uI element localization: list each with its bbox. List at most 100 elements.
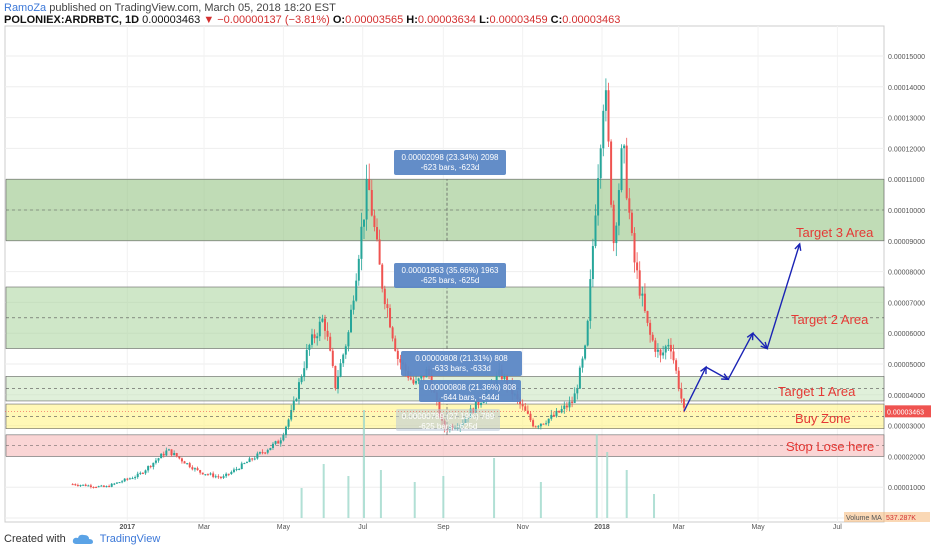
candle-body	[389, 308, 392, 328]
price-change: ▼ −0.00000137 (−3.81%)	[203, 14, 330, 26]
candle-body	[594, 215, 597, 247]
measure-box: 0.00000808 (21.36%) 808-644 bars, -644d	[419, 380, 521, 402]
measure-box: 0.00000808 (21.31%) 808-633 bars, -633d	[401, 351, 522, 376]
candle-body	[365, 179, 368, 220]
candle-body	[89, 485, 92, 488]
candle-body	[591, 246, 594, 280]
x-tick-label: 2017	[120, 524, 136, 531]
candle-body	[386, 304, 389, 309]
candle-body	[672, 351, 675, 361]
candle-body	[180, 458, 183, 462]
candle-body	[108, 486, 111, 488]
candle-body	[412, 379, 415, 384]
candle-body	[521, 404, 524, 407]
author-link[interactable]: RamoZa	[4, 2, 47, 14]
candle-body	[225, 473, 228, 477]
candle-body	[391, 327, 394, 339]
candle-body	[245, 462, 248, 464]
candle-body	[128, 478, 131, 480]
candle-body	[105, 486, 108, 488]
symbol-info-bar: POLONIEX:ARDRBTC, 1D 0.00003463 ▼ −0.000…	[4, 14, 620, 26]
candle-body	[238, 469, 241, 471]
candle-body	[649, 322, 652, 335]
candle-body	[656, 349, 659, 352]
measure-box-line1: 0.00001963 (35.66%) 1963	[402, 266, 500, 275]
candle-body	[279, 440, 282, 444]
candle-body	[563, 405, 566, 410]
candle-body	[123, 478, 126, 482]
last-price-tag	[885, 405, 931, 418]
target-2-zone-label: Target 2 Area	[791, 312, 869, 327]
candle-body	[610, 141, 613, 205]
candle-body	[318, 321, 321, 337]
candle-body	[623, 145, 626, 149]
candle-body	[191, 467, 194, 470]
candle-body	[290, 410, 293, 420]
volume-label-bg	[844, 512, 930, 522]
candle-body	[396, 350, 399, 359]
candle-body	[620, 148, 623, 191]
candle-body	[284, 426, 287, 436]
measure-box-line1: 0.00002098 (23.34%) 2098	[402, 153, 500, 162]
candle-body	[376, 227, 379, 240]
candle-body	[662, 352, 665, 356]
x-tick-label: 2018	[594, 524, 610, 531]
candle-body	[266, 450, 269, 453]
candle-body	[178, 456, 181, 459]
measure-box-bg	[394, 263, 506, 288]
candle-body	[474, 401, 477, 413]
volume-ma-value: 537.287K	[886, 515, 916, 522]
volume-bar	[347, 476, 350, 518]
candle-body	[152, 462, 155, 467]
candle-body	[217, 476, 220, 478]
candle-body	[102, 485, 105, 487]
measure-box-line2: -623 bars, -623d	[421, 163, 480, 172]
x-tick-label: Mar	[198, 524, 211, 531]
measure-box-bg	[401, 351, 522, 376]
candle-body	[617, 190, 620, 226]
projection-arrowhead	[794, 242, 802, 251]
candle-body	[92, 487, 95, 489]
candle-body	[261, 452, 264, 454]
candle-body	[682, 398, 685, 408]
candle-body	[131, 478, 134, 480]
candle-body	[316, 336, 319, 339]
candle-body	[568, 401, 571, 408]
candle-body	[638, 270, 641, 296]
candle-body	[524, 406, 527, 411]
candle-body	[643, 293, 646, 312]
tradingview-brand[interactable]: TradingView	[99, 533, 161, 545]
x-tick-label: Mar	[673, 524, 686, 531]
x-tick-label: Jul	[833, 524, 842, 531]
candle-body	[420, 374, 423, 379]
close-label: C:	[550, 14, 563, 26]
candle-body	[277, 441, 280, 444]
stop-loss-zone	[5, 434, 885, 457]
candle-body	[383, 288, 386, 305]
candle-body	[160, 453, 163, 459]
measure-box-bg	[419, 380, 521, 402]
candle-body	[243, 463, 246, 465]
candle-body	[352, 300, 355, 310]
candle-body	[599, 148, 602, 179]
candle-body	[165, 450, 168, 456]
candle-body	[545, 423, 548, 425]
buy-zone-label: Buy Zone	[795, 411, 851, 426]
candle-body	[584, 345, 587, 359]
volume-bar	[322, 464, 325, 518]
y-tick-label: 0.00001000	[888, 485, 925, 492]
candle-body	[297, 382, 300, 399]
candle-body	[680, 388, 683, 399]
candle-body	[612, 204, 615, 244]
y-tick-label: 0.00013000	[888, 116, 925, 123]
candle-body	[558, 410, 561, 413]
created-with-text: Created with	[4, 533, 66, 545]
y-tick-label: 0.00010000	[888, 208, 925, 215]
measure-box-line1: 0.00000789 (27.19%) 789	[402, 412, 495, 421]
candle-body	[222, 476, 225, 478]
candle-body	[173, 453, 176, 456]
candle-body	[204, 474, 207, 476]
candle-body	[87, 485, 90, 487]
measure-box-bg	[394, 150, 506, 175]
